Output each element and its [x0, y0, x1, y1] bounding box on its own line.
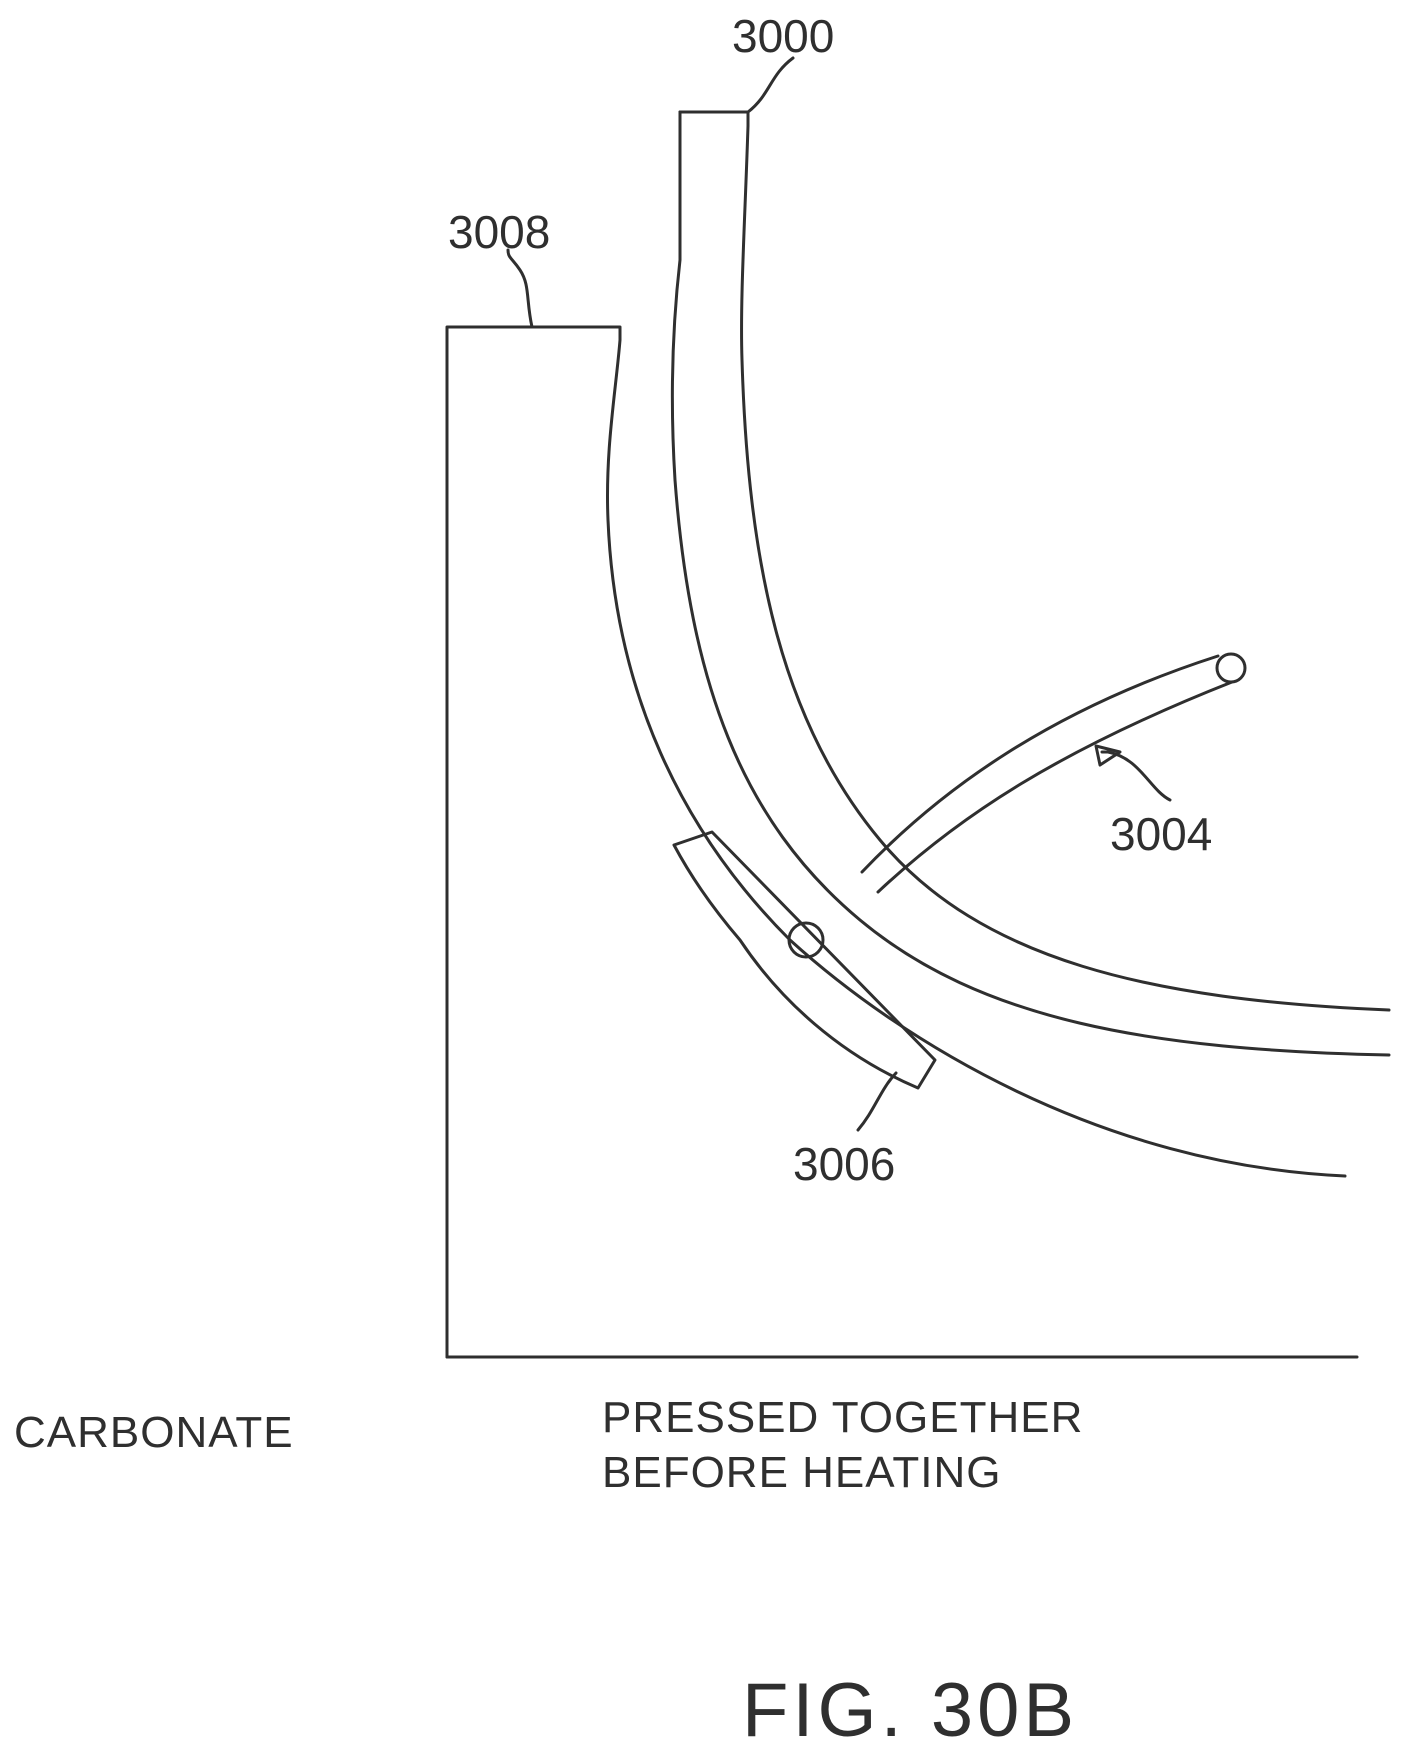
branch-3004-lower-edge — [878, 682, 1232, 892]
tube-3000-inner-edge — [680, 112, 1389, 1010]
figure-label: FIG. 30B — [742, 1668, 1078, 1753]
ref-label-3000: 3000 — [732, 10, 834, 62]
ref-label-3004: 3004 — [1110, 808, 1212, 860]
caption-pressed-together: PRESSED TOGETHER — [602, 1393, 1083, 1442]
tube-3000-outer-edge — [672, 112, 1389, 1055]
leader-3004 — [1102, 752, 1170, 800]
ref-label-3008: 3008 — [448, 206, 550, 258]
caption-carbonate: CARBONATE — [14, 1408, 294, 1457]
leader-3004-arrowhead — [1096, 746, 1120, 765]
leader-3000 — [748, 58, 793, 112]
strip-3006-outline — [674, 832, 935, 1088]
ref-label-3006: 3006 — [793, 1138, 895, 1190]
leader-3008 — [508, 250, 532, 327]
caption-before-heating: BEFORE HEATING — [602, 1448, 1001, 1497]
leader-3006 — [858, 1073, 896, 1130]
branch-3004-end-circle — [1217, 654, 1245, 682]
